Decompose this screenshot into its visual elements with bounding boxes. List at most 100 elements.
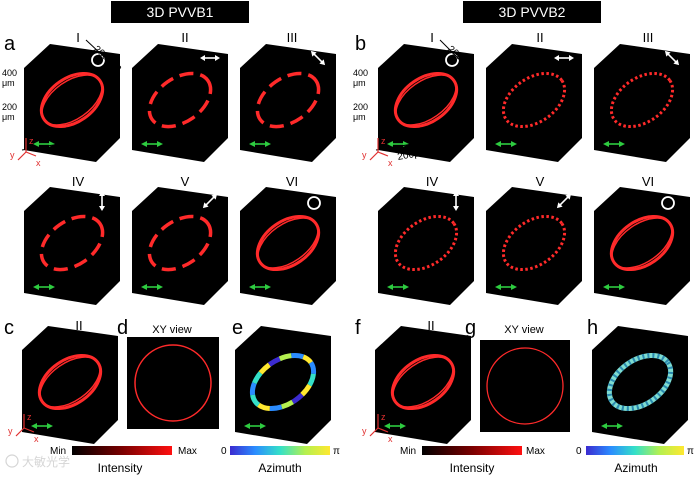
label-a-III: III [287,30,298,45]
z-label-unit-2: μm [2,112,15,122]
cube-b-III [594,44,690,162]
ring-beam [393,71,459,129]
cb-right-bar [422,446,522,455]
title-right: 3D PVVB2 [463,1,601,23]
ring-beam [147,214,213,272]
ring-beam [609,214,675,272]
axis-glyph-f: z y x [362,412,393,444]
z-height-labels-right: 400 μm 200 μm [353,68,368,122]
axis-glyphs: z y x z y x z y x z y x [8,136,393,444]
cb-left-label: Intensity [98,461,143,475]
axis-y-label: y [362,426,367,436]
azimuth-colorbar-right: 0 π Azimuth [576,446,694,475]
panel-letter-a: a [4,33,16,55]
roman-labels: I II III IV V VI I II III IV V VI II II [72,30,654,333]
cube-b-IV [378,187,474,305]
cube-body [132,44,228,162]
axis-x-label: x [388,434,393,444]
panel-letter-f: f [355,317,361,339]
reference-arrow-icon [244,423,266,429]
polarization-circular-icon [445,53,459,67]
panel-letter-b: b [355,33,366,55]
ring-beam [393,214,459,272]
polarization-circular-icon [307,196,321,210]
label-a-IV: IV [72,174,85,189]
polarization-d-icon [556,193,572,209]
cube-b-V [486,187,582,305]
cube-body [486,187,582,305]
cube-b-VI [594,187,690,305]
cube-a-V [132,187,228,305]
z-label-200-b: 200 [353,102,368,112]
label-b-II: II [536,30,543,45]
label-f-II: II [427,318,434,333]
polarization-circular-icon [91,53,105,67]
dim-b-side: 200μm [461,82,472,113]
reference-arrow-icon [603,284,625,290]
dimension-lines-a [21,39,119,151]
az-left-min: 0 [221,446,227,457]
panel-letter-h: h [587,317,598,339]
reference-arrow-icon [387,284,409,290]
cube-body [24,44,120,162]
cube-body [486,44,582,162]
label-b-I: I [430,30,434,45]
axis-glyph-b: z y x [362,136,393,168]
reference-arrow-icon [31,423,53,429]
reference-arrow-icon [495,284,517,290]
title-left: 3D PVVB1 [111,1,249,23]
cb-left-min: Min [50,446,66,457]
azimuth-colorbar-left: 0 π Azimuth [221,446,340,475]
ring-beam [39,71,105,129]
label-a-I: I [76,30,80,45]
cb-right-label: Intensity [450,461,495,475]
dimension-lines-b [375,39,471,151]
z-label-unit-1: μm [2,78,15,88]
cube-body [22,326,118,444]
axis-glyph-a: z y x [10,136,41,168]
reference-arrow-icon [33,284,55,290]
polarization-a-icon [310,50,326,66]
label-b-VI: VI [642,174,654,189]
z-height-labels-left: 400 μm 200 μm [2,68,17,122]
ring-beam [609,71,675,129]
label-a-II: II [181,30,188,45]
cube-body [378,44,474,162]
reference-arrow-icon [603,141,625,147]
cube-a-VI [240,187,336,305]
axis-y-label: y [362,150,367,160]
title-left-text: 3D PVVB1 [147,4,214,20]
z-label-200: 200 [2,102,17,112]
label-b-V: V [536,174,545,189]
watermark: 大敏光学 [5,454,70,469]
az-left-max: π [333,446,340,457]
reference-arrow-icon [384,423,406,429]
axis-z-label: z [29,136,34,146]
axis-z-label: z [381,136,386,146]
cube-body [235,326,331,444]
cube-h-azimuth [592,326,688,444]
az-left-bar [230,446,330,455]
cube-body [375,326,471,444]
cube-body [594,44,690,162]
dim-a-side: 200 μm [109,82,120,116]
cube-f-II [375,326,471,444]
z-label-unit-2-b: μm [353,112,366,122]
az-right-max: π [687,446,694,457]
panel-letter-d: d [117,317,128,339]
ring-beam [249,352,317,412]
cube-body [132,187,228,305]
reference-arrow-icon [249,141,271,147]
ring-beam [255,214,321,272]
reference-arrow-icon [495,141,517,147]
cube-body [240,44,336,162]
ring-beam [255,71,321,129]
cube-body [592,326,688,444]
axis-y-label: y [10,150,15,160]
reference-arrow-icon [601,423,623,429]
axis-z-label: z [27,412,32,422]
cube-body [240,187,336,305]
cube-a-III [240,44,336,162]
label-b-III: III [643,30,654,45]
xy-view-panel-g [480,340,570,432]
